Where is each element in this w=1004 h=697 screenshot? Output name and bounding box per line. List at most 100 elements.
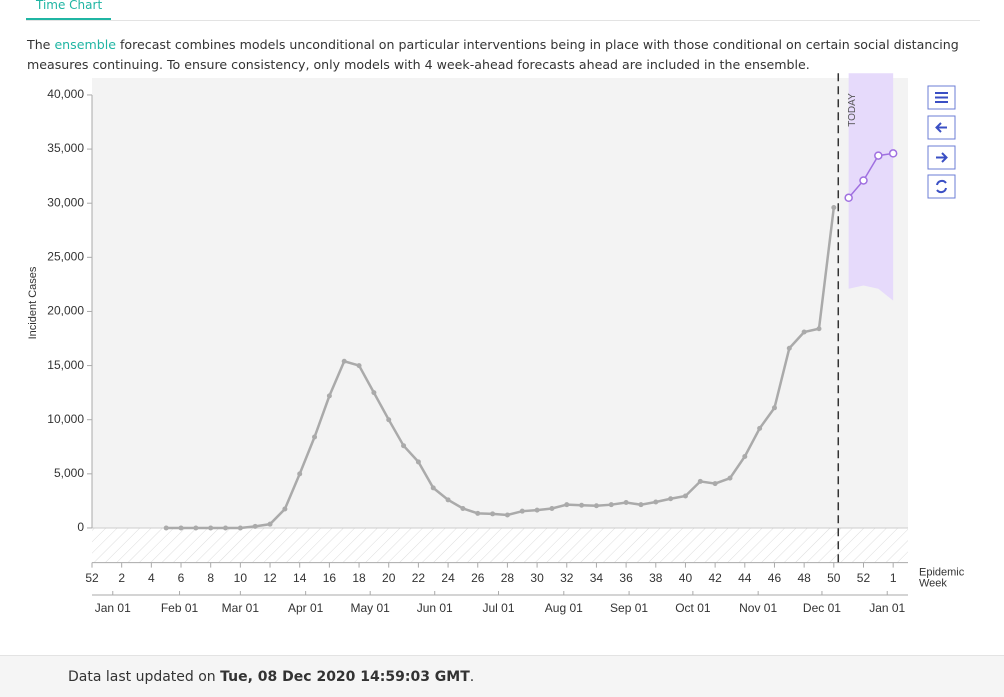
y-tick-label: 25,000 bbox=[47, 250, 84, 264]
point bbox=[267, 521, 273, 527]
point bbox=[208, 525, 214, 531]
x-tick-label: 34 bbox=[590, 571, 604, 585]
y-tick-label: 40,000 bbox=[47, 87, 84, 101]
point bbox=[697, 478, 703, 484]
x-tick-label: 16 bbox=[323, 571, 337, 585]
y-tick-label: 30,000 bbox=[47, 195, 84, 209]
point bbox=[178, 525, 184, 531]
point bbox=[237, 525, 243, 531]
point bbox=[401, 443, 407, 449]
date-tick-label: Jan 01 bbox=[95, 601, 131, 615]
point bbox=[341, 358, 347, 364]
point bbox=[564, 502, 570, 508]
today-label: TODAY bbox=[847, 93, 858, 127]
controls bbox=[927, 85, 956, 199]
x-tick-label: 40 bbox=[679, 571, 693, 585]
text: . bbox=[469, 669, 475, 685]
tab-underline bbox=[26, 18, 111, 20]
date-tick-label: Mar 01 bbox=[222, 601, 260, 615]
point bbox=[356, 363, 362, 369]
reset-button[interactable] bbox=[927, 174, 956, 199]
point bbox=[771, 405, 777, 411]
point bbox=[252, 523, 258, 529]
footer-text: Data last updated on Tue, 08 Dec 2020 14… bbox=[68, 669, 474, 685]
x-tick-label: 46 bbox=[768, 571, 782, 585]
point bbox=[801, 329, 807, 335]
date-tick-label: Feb 01 bbox=[161, 601, 199, 615]
point bbox=[223, 525, 229, 531]
tab[interactable]: Time Chart bbox=[36, 0, 103, 12]
x-tick-label: 2 bbox=[118, 571, 125, 585]
description: The ensemble forecast combines models un… bbox=[27, 35, 977, 75]
x-tick-label: 22 bbox=[412, 571, 426, 585]
point bbox=[312, 434, 318, 440]
x-tick-label: 36 bbox=[619, 571, 633, 585]
point bbox=[682, 493, 688, 499]
x-tick-label: 52 bbox=[85, 571, 99, 585]
date-tick-label: Oct 01 bbox=[675, 601, 711, 615]
date-tick-label: Jan 01 bbox=[869, 601, 905, 615]
point bbox=[430, 485, 436, 491]
x-axis-label: Epidemic Week bbox=[919, 567, 965, 590]
point bbox=[757, 425, 763, 431]
point bbox=[859, 176, 868, 185]
x-tick-label: 20 bbox=[382, 571, 396, 585]
date-tick-label: May 01 bbox=[351, 601, 391, 615]
x-tick-label: 18 bbox=[352, 571, 366, 585]
x-tick-label: 28 bbox=[501, 571, 515, 585]
y-tick-label: 0 bbox=[77, 520, 84, 534]
x-tick-label: 52 bbox=[857, 571, 871, 585]
point bbox=[727, 475, 733, 481]
text: forecast combines models unconditional o… bbox=[27, 37, 959, 72]
point bbox=[534, 507, 540, 513]
point bbox=[742, 454, 748, 460]
point bbox=[386, 417, 392, 423]
x-tick-label: 30 bbox=[530, 571, 544, 585]
x-tick-label: 8 bbox=[207, 571, 214, 585]
date-tick-label: Sep 01 bbox=[610, 601, 648, 615]
point bbox=[831, 205, 837, 211]
point bbox=[579, 502, 585, 508]
x-tick-label: 38 bbox=[649, 571, 663, 585]
y-tick-label: 5,000 bbox=[54, 466, 84, 480]
forecast-band bbox=[848, 73, 894, 301]
y-tick-label: 35,000 bbox=[47, 141, 84, 155]
point bbox=[193, 525, 199, 531]
point bbox=[445, 497, 451, 503]
point bbox=[653, 499, 659, 505]
point bbox=[460, 505, 466, 511]
point bbox=[490, 511, 496, 517]
icon bbox=[935, 92, 948, 103]
text: The bbox=[27, 37, 55, 52]
icon bbox=[936, 152, 948, 163]
date-tick-label: Aug 01 bbox=[545, 601, 583, 615]
date: Tue, 08 Dec 2020 14:59:03 GMT bbox=[220, 669, 470, 685]
tab-rule bbox=[26, 20, 980, 21]
point bbox=[593, 503, 599, 509]
icon bbox=[935, 122, 947, 133]
point bbox=[844, 193, 853, 203]
chart: 0 5,000 10,000 15,000 20,000 25,000 30,000 35,0… bbox=[27, 73, 965, 615]
series-line bbox=[848, 152, 894, 199]
x-tick-label: 26 bbox=[471, 571, 485, 585]
x-tick-label: 50 bbox=[827, 571, 841, 585]
x-tick-label: 32 bbox=[560, 571, 574, 585]
y-tick-label: 10,000 bbox=[47, 412, 84, 426]
y-tick-label: 20,000 bbox=[47, 304, 84, 318]
x-tick-label: 44 bbox=[738, 571, 752, 585]
point bbox=[475, 510, 481, 516]
point bbox=[623, 500, 629, 506]
point bbox=[712, 481, 718, 487]
link[interactable]: ensemble bbox=[54, 37, 116, 52]
point bbox=[371, 390, 377, 396]
point bbox=[549, 505, 555, 511]
point bbox=[326, 393, 332, 399]
plot-bg bbox=[92, 78, 908, 528]
point bbox=[297, 471, 303, 477]
x-tick-label: 14 bbox=[293, 571, 307, 585]
footer: Data last updated on Tue, 08 Dec 2020 14… bbox=[0, 655, 1004, 697]
date-tick-label: Apr 01 bbox=[288, 601, 324, 615]
x-tick-label: 24 bbox=[441, 571, 455, 585]
below-zero bbox=[92, 527, 908, 563]
